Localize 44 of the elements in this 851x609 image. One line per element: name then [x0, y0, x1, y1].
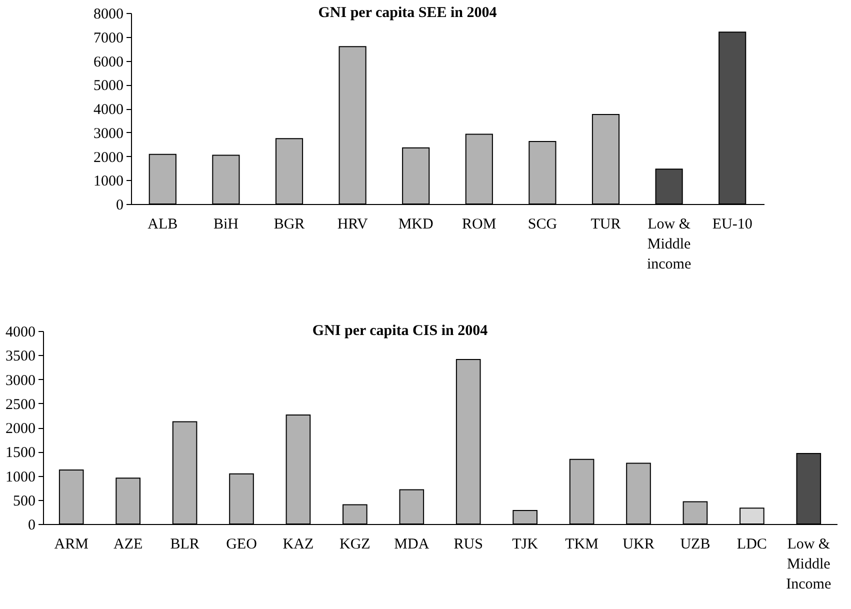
- y-tick-label: 2500: [6, 396, 36, 413]
- x-tick-label: ALB: [148, 216, 178, 232]
- x-tick-label: HRV: [337, 216, 368, 232]
- x-tick-label: UZB: [680, 536, 710, 552]
- x-tick-label: GEO: [226, 536, 258, 552]
- y-tick-label: 4000: [6, 324, 36, 340]
- x-tick-label: AZE: [113, 536, 143, 552]
- y-tick-label: 1000: [94, 174, 124, 190]
- y-tick-label: 4000: [94, 102, 124, 118]
- x-tick-label: SCG: [528, 216, 558, 232]
- y-tick-label: 0: [28, 518, 36, 534]
- y-tick-label: 6000: [94, 54, 124, 70]
- x-tick-label: TUR: [590, 216, 621, 232]
- x-tick-label: KGZ: [340, 536, 370, 552]
- y-tick-label: 2000: [6, 421, 36, 437]
- x-tick-label: Low & Middle Income: [786, 536, 832, 592]
- x-tick-label: MDA: [394, 536, 430, 552]
- y-tick-label: 1000: [6, 469, 36, 486]
- y-tick-label: 7000: [94, 30, 124, 46]
- chart-title: GNI per capita SEE in 2004: [318, 5, 498, 21]
- y-tick-label: 3500: [6, 348, 36, 365]
- x-tick-label: ARM: [54, 536, 88, 552]
- x-tick-label: BGR: [274, 216, 305, 232]
- y-tick-label: 500: [13, 493, 36, 510]
- x-tick-label: TJK: [512, 536, 538, 552]
- x-tick-label: KAZ: [282, 536, 314, 552]
- x-tick-label: RUS: [454, 536, 483, 552]
- x-tick-label: MKD: [398, 216, 434, 232]
- x-tick-label: TKM: [565, 536, 598, 552]
- x-tick-label: UKR: [622, 536, 654, 552]
- x-tick-label: ROM: [462, 216, 496, 232]
- y-tick-label: 0: [116, 198, 124, 214]
- x-tick-label: BiH: [213, 216, 239, 232]
- y-tick-label: 3000: [6, 372, 36, 389]
- x-tick-label: Low & Middle income: [646, 216, 692, 272]
- y-tick-label: 8000: [94, 6, 124, 22]
- y-tick-label: 2000: [94, 150, 124, 166]
- y-tick-label: 5000: [94, 78, 124, 94]
- y-tick-label: 3000: [94, 126, 124, 142]
- x-tick-label: LDC: [736, 536, 767, 552]
- x-tick-label: EU-10: [712, 216, 752, 232]
- chart-title: GNI per capita CIS in 2004: [312, 323, 488, 339]
- x-tick-label: BLR: [170, 536, 200, 552]
- y-tick-label: 1500: [6, 445, 36, 462]
